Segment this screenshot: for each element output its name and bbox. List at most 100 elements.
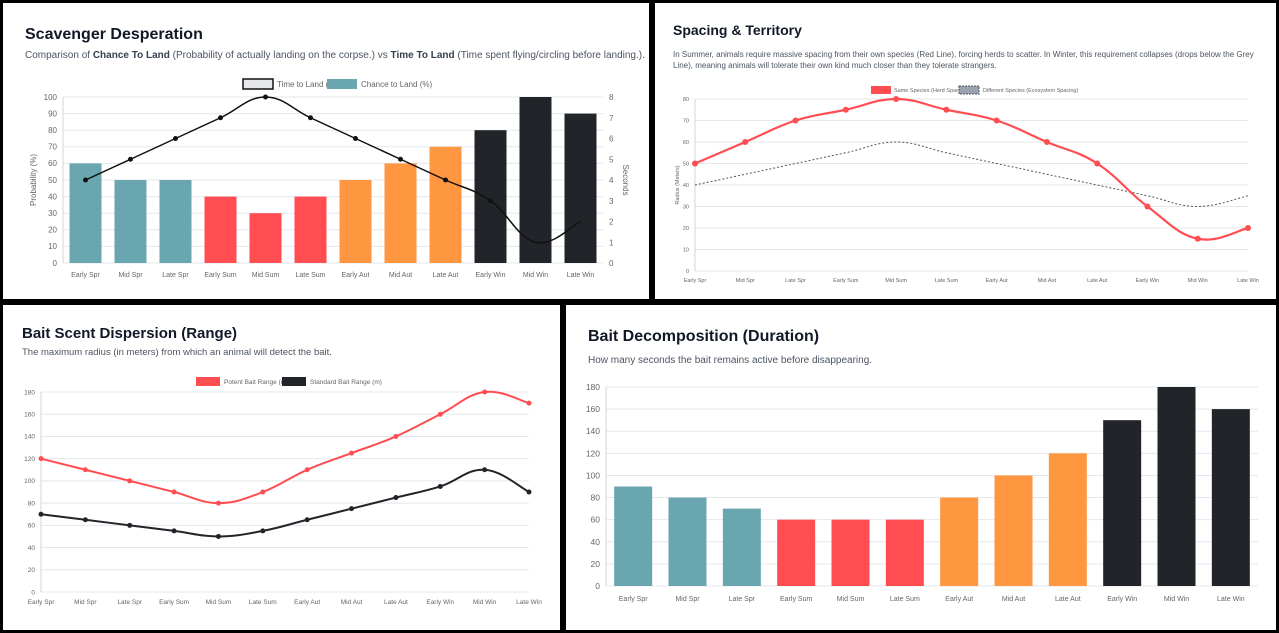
bar	[1103, 420, 1142, 586]
line-point	[82, 517, 88, 523]
y-tick-label: 40	[591, 537, 601, 547]
legend-label: Different Species (Ecosystem Spacing)	[983, 88, 1078, 94]
legend-label: Standard Bait Range (m)	[310, 379, 382, 386]
line-point	[260, 489, 266, 495]
x-tick-label: Early Spr	[684, 278, 707, 284]
x-tick-label: Early Win	[426, 599, 454, 606]
x-tick-label: Late Sum	[890, 596, 920, 603]
line-point	[993, 117, 1000, 124]
x-tick-label: Early Aut	[986, 278, 1008, 284]
x-tick-label: Late Sum	[296, 272, 326, 279]
y2-tick-label: 3	[609, 197, 614, 206]
x-tick-label: Mid Aut	[389, 272, 412, 279]
line-point	[692, 160, 698, 167]
line-point	[893, 96, 900, 102]
y-tick-label: 0	[595, 581, 600, 591]
y-tick-label: 120	[586, 448, 600, 458]
potent-bait-line	[40, 390, 530, 505]
legend-swatch-line	[242, 78, 274, 90]
panel-title: Bait Scent Dispersion (Range)	[22, 325, 238, 342]
chart-1-svg: 0 10 20 30 40 50 60 70 80 90 100 0 1 2 3 4 5 6 7 8 Early Spr…	[29, 78, 630, 279]
y-tick-label: 100	[586, 470, 600, 480]
chart-2-svg: 0 10 20 30 40 50 60 70 80 Early Spr Mid Spr Late Sp…	[675, 85, 1259, 284]
y-tick-label: 100	[24, 478, 35, 485]
bar	[294, 196, 327, 263]
panel-subtitle: The maximum radius (in meters) from whic…	[22, 347, 332, 358]
bar	[564, 113, 597, 263]
line-point	[263, 94, 268, 100]
x-tick-label: Mid Aut	[1038, 278, 1057, 284]
x-tick-label: Mid Sum	[206, 599, 232, 606]
y-tick-label: 160	[24, 411, 35, 418]
line-point	[215, 533, 221, 539]
line-point	[742, 139, 749, 145]
line-point	[792, 117, 799, 124]
line-point	[171, 489, 177, 495]
line-point	[38, 511, 44, 517]
panel-subtitle: How many seconds the bait remains active…	[588, 355, 873, 366]
x-tick-label: Early Win	[1136, 278, 1160, 284]
x-tick-label: Early Win	[476, 272, 506, 279]
y-tick-label: 80	[28, 500, 36, 507]
legend-swatch	[958, 85, 980, 95]
legend-swatch	[196, 377, 220, 386]
y-tick-label: 60	[28, 523, 36, 530]
same-species-line	[694, 97, 1249, 241]
y2-axis-title: Seconds	[621, 164, 630, 195]
x-tick-label: Late Win	[1217, 596, 1245, 603]
y-tick-label: 140	[586, 426, 600, 436]
line-point	[842, 106, 849, 113]
y-tick-label: 20	[683, 226, 689, 232]
y-axis-title: Probability (%)	[29, 154, 38, 206]
line-point	[482, 467, 488, 473]
x-tick-label: Late Spr	[785, 278, 806, 284]
panel-title: Bait Decomposition (Duration)	[588, 328, 820, 345]
y-tick-label: 0	[31, 589, 35, 596]
y2-tick-label: 5	[609, 155, 614, 164]
bar	[940, 497, 979, 586]
panel-subtitle: In Summer, animals require massive spaci…	[673, 50, 1254, 70]
y-tick-label: 120	[24, 456, 35, 463]
x-tick-label: Mid Spr	[675, 596, 700, 603]
x-tick-label: Mid Win	[1164, 596, 1189, 603]
x-tick-label: Mid Aut	[1002, 596, 1025, 603]
x-tick-label: Mid Sum	[837, 596, 865, 603]
y-tick-label: 40	[683, 183, 689, 189]
line-point	[83, 177, 88, 183]
y-tick-label: 20	[28, 567, 36, 574]
y-tick-label: 160	[586, 404, 600, 414]
subtitle-emphasis: Time To Land	[390, 50, 455, 61]
y-tick-label: 80	[683, 97, 689, 103]
x-tick-label: Mid Spr	[118, 272, 143, 279]
y-tick-label: 30	[683, 204, 689, 210]
chart-3-svg: 0 20 40 60 80 100 120 140 160 180 Early Spr Mid Spr…	[24, 377, 542, 606]
bar	[429, 146, 462, 263]
bar	[831, 519, 870, 586]
line-point	[304, 517, 310, 523]
different-species-line	[694, 141, 1249, 208]
y-tick-label: 20	[48, 226, 57, 235]
line-point	[173, 136, 178, 141]
x-tick-label: Early Aut	[341, 272, 369, 279]
bar	[519, 97, 552, 263]
y-tick-label: 10	[683, 247, 689, 253]
bar	[384, 163, 417, 263]
subtitle-text: (Probability of actually landing on the …	[169, 50, 391, 61]
y-tick-label: 60	[591, 515, 601, 525]
x-tick-label: Late Aut	[384, 599, 408, 606]
y-tick-label: 100	[44, 93, 58, 102]
y-tick-label: 50	[683, 161, 689, 167]
panel-subtitle: Comparison of Chance To Land (Probabilit…	[25, 50, 645, 61]
x-tick-label: Late Aut	[1055, 596, 1081, 603]
y-tick-label: 80	[591, 493, 601, 503]
y2-tick-label: 2	[609, 218, 614, 227]
y-tick-label: 40	[48, 192, 57, 201]
legend-label: Same Species (Herd Spacing)	[894, 88, 968, 94]
line-point	[1144, 203, 1151, 210]
x-tick-label: Early Spr	[71, 272, 100, 279]
line-point	[308, 115, 313, 121]
time-to-land-line	[85, 96, 581, 244]
line-point	[526, 400, 532, 406]
y2-tick-label: 1	[609, 238, 614, 247]
x-tick-label: Early Spr	[28, 599, 56, 606]
